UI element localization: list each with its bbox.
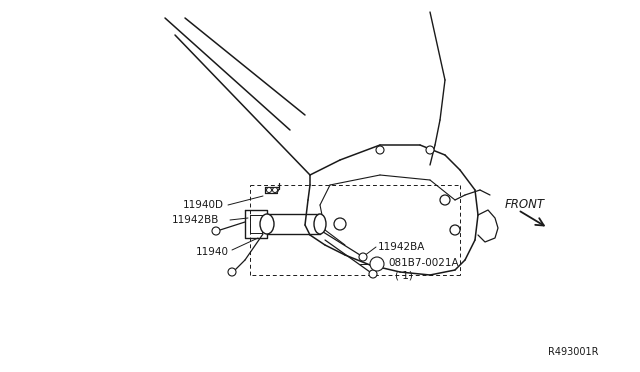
Circle shape xyxy=(359,253,367,261)
Text: FRONT: FRONT xyxy=(505,199,545,212)
Circle shape xyxy=(212,227,220,235)
Text: 11942BB: 11942BB xyxy=(172,215,220,225)
Text: 081B7-0021A: 081B7-0021A xyxy=(388,258,459,268)
Text: ( 1): ( 1) xyxy=(395,270,413,280)
Text: R493001R: R493001R xyxy=(548,347,598,357)
Ellipse shape xyxy=(314,214,326,234)
Text: 11940D: 11940D xyxy=(183,200,224,210)
Circle shape xyxy=(266,187,271,192)
Circle shape xyxy=(426,146,434,154)
Text: 11942BA: 11942BA xyxy=(378,242,426,252)
Circle shape xyxy=(440,195,450,205)
Circle shape xyxy=(376,146,384,154)
Ellipse shape xyxy=(260,214,274,234)
Circle shape xyxy=(370,257,384,271)
Circle shape xyxy=(228,268,236,276)
Circle shape xyxy=(273,187,278,192)
Circle shape xyxy=(450,225,460,235)
Text: 11940: 11940 xyxy=(196,247,229,257)
Circle shape xyxy=(369,270,377,278)
Circle shape xyxy=(334,218,346,230)
Text: B: B xyxy=(374,260,380,269)
